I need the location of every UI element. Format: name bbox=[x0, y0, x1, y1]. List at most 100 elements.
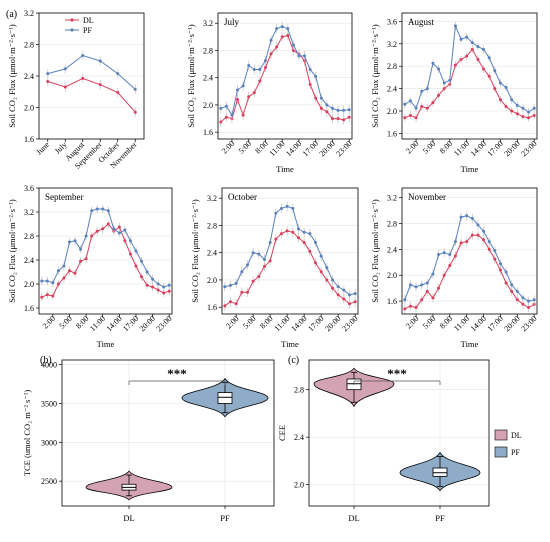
data-point bbox=[498, 81, 502, 85]
data-point bbox=[414, 306, 418, 310]
x-tick-label: 23:00 bbox=[340, 314, 359, 333]
data-point bbox=[448, 78, 452, 82]
panel-title: November bbox=[408, 192, 446, 202]
series-line bbox=[41, 223, 170, 298]
data-point bbox=[151, 277, 155, 281]
x-tick-label: 17:00 bbox=[486, 314, 505, 333]
data-point bbox=[274, 211, 278, 215]
legend-swatch-dl bbox=[494, 429, 508, 441]
data-point bbox=[234, 281, 238, 285]
data-point bbox=[348, 302, 351, 306]
data-point bbox=[498, 262, 502, 266]
box-iqr bbox=[432, 467, 448, 477]
data-point bbox=[95, 207, 99, 211]
data-point bbox=[286, 33, 290, 37]
y-axis-label: CEE bbox=[277, 425, 287, 441]
significance-label: *** bbox=[387, 366, 407, 381]
series-line bbox=[404, 48, 535, 119]
y-tick-label: 3.2 bbox=[24, 9, 34, 18]
data-point bbox=[510, 289, 514, 293]
data-point bbox=[437, 253, 441, 257]
y-tick-label: 2.4 bbox=[207, 249, 217, 258]
data-point bbox=[408, 99, 412, 103]
y-tick-label: 1.6 bbox=[24, 304, 34, 313]
x-tick-label: DL bbox=[123, 513, 134, 523]
y-tick-label: 2.4 bbox=[387, 245, 397, 254]
data-point bbox=[280, 35, 284, 39]
y-axis-label: Soil CO₂ Flux (μmol·m⁻²·s⁻¹) bbox=[190, 199, 200, 303]
data-point bbox=[476, 233, 480, 237]
series-line bbox=[224, 205, 356, 296]
data-point bbox=[487, 56, 491, 60]
data-point bbox=[263, 258, 266, 262]
data-point bbox=[325, 278, 329, 282]
series-PF bbox=[403, 21, 536, 117]
data-point bbox=[459, 57, 463, 61]
panel-label-a: (a) bbox=[6, 9, 17, 20]
x-tick-label: 17:00 bbox=[306, 314, 325, 333]
data-point bbox=[342, 297, 346, 301]
x-tick-label: 14:00 bbox=[284, 139, 303, 158]
x-tick-label: 14:00 bbox=[469, 314, 488, 333]
data-point bbox=[90, 234, 94, 238]
data-point bbox=[325, 266, 329, 270]
data-point bbox=[251, 279, 255, 283]
y-tick-label: 2.4 bbox=[24, 256, 34, 265]
y-tick-label: 2500 bbox=[41, 477, 57, 486]
data-point bbox=[403, 116, 407, 120]
data-point bbox=[515, 103, 519, 107]
data-point bbox=[330, 117, 334, 121]
data-point bbox=[90, 209, 94, 213]
panel-november: 1.6 2.0 2.4 2.8 3.2 2:00 5:00 8:0011:0014:0017:… bbox=[370, 187, 539, 349]
axes-frame bbox=[221, 187, 359, 315]
data-point bbox=[101, 207, 105, 211]
data-point bbox=[117, 225, 121, 229]
data-point bbox=[285, 229, 289, 233]
x-tick-label: 8:00 bbox=[258, 314, 274, 330]
series-line bbox=[47, 54, 136, 90]
data-point bbox=[487, 247, 491, 251]
data-point bbox=[353, 300, 357, 304]
axes-frame bbox=[401, 12, 538, 140]
data-point bbox=[453, 24, 457, 28]
data-point bbox=[453, 254, 457, 258]
violin-dl bbox=[85, 470, 173, 501]
x-tick-label: 14:00 bbox=[105, 314, 124, 333]
data-point bbox=[263, 59, 267, 63]
data-point bbox=[487, 74, 491, 78]
data-point bbox=[336, 108, 340, 112]
y-tick-label: 3.2 bbox=[387, 194, 397, 203]
data-point bbox=[162, 291, 166, 295]
violin-dl bbox=[313, 367, 395, 408]
data-point bbox=[431, 61, 435, 65]
series-PF bbox=[40, 204, 171, 292]
series-DL bbox=[219, 30, 351, 127]
x-tick-label: 11:00 bbox=[452, 139, 471, 158]
series-line bbox=[41, 208, 170, 288]
data-point bbox=[162, 285, 166, 289]
x-tick-label: 5:00 bbox=[57, 314, 73, 330]
data-point bbox=[515, 289, 519, 293]
y-tick-label: 2.0 bbox=[203, 101, 213, 110]
x-tick-label: 11:00 bbox=[268, 139, 287, 158]
data-point bbox=[51, 294, 55, 298]
data-point bbox=[442, 81, 446, 85]
y-tick-label: 3.2 bbox=[387, 40, 397, 49]
data-point bbox=[234, 302, 238, 306]
data-point bbox=[331, 278, 334, 282]
data-point bbox=[348, 293, 351, 297]
data-point bbox=[476, 223, 480, 227]
data-point bbox=[117, 231, 121, 235]
data-point bbox=[470, 47, 474, 51]
data-point bbox=[437, 286, 441, 290]
data-point bbox=[347, 108, 351, 112]
series-DL bbox=[46, 73, 137, 117]
series-PF bbox=[223, 201, 357, 300]
data-point bbox=[79, 247, 83, 251]
data-point bbox=[442, 87, 446, 91]
x-tick-label: 11:00 bbox=[273, 314, 292, 333]
axes-frame bbox=[217, 12, 353, 140]
series-DL bbox=[40, 219, 171, 302]
y-tick-label: 2.0 bbox=[387, 271, 397, 280]
x-tick-label: 23:00 bbox=[334, 139, 353, 158]
